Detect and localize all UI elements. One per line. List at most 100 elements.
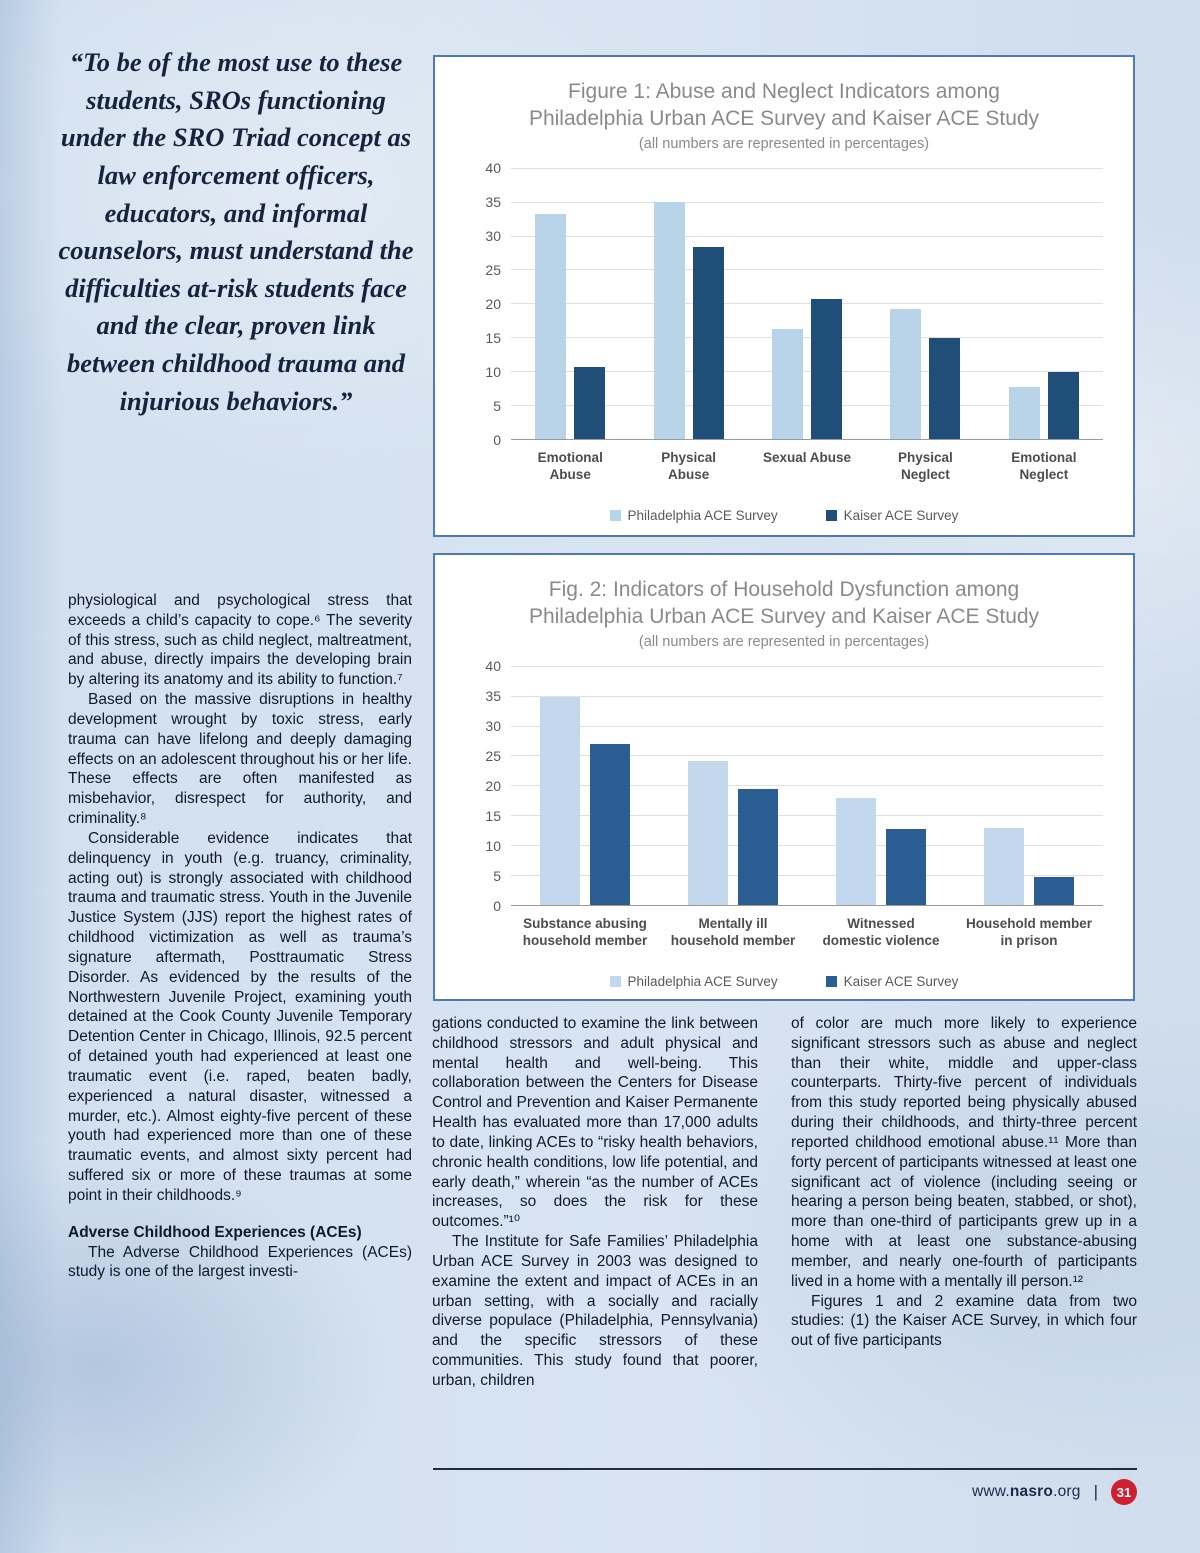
legend-label: Kaiser ACE Survey [843,973,959,989]
bar [1034,876,1074,905]
category-label: Substance abusing household member [522,915,648,949]
y-tick-label: 40 [485,657,501,674]
bar [1008,386,1040,439]
bar [810,298,842,439]
bar [890,309,922,439]
gridline [511,337,1103,339]
legend-label: Kaiser ACE Survey [843,507,959,523]
paragraph: physiological and psychological stress t… [68,592,412,689]
legend-item: Philadelphia ACE Survey [609,974,778,989]
paragraph: The Adverse Childhood Experiences (ACEs)… [68,1243,412,1281]
gridline [511,785,1103,787]
gridline [511,404,1103,406]
gridline [511,815,1103,817]
legend-label: Philadelphia ACE Survey [627,507,778,523]
gridline [511,845,1103,846]
y-tick-label: 25 [485,261,501,278]
footer-separator: | [1093,1482,1098,1501]
bar [590,744,630,905]
page-number-badge: 31 [1111,1479,1137,1505]
gridline [511,235,1103,237]
figure-1-chart: Figure 1: Abuse and Neglect Indicators a… [433,55,1135,537]
y-tick-label: 20 [485,777,501,794]
gridline [511,303,1103,305]
gridline [511,665,1103,667]
figure-2-plot-area [511,665,1103,906]
figure-1-legend: Philadelphia ACE Survey Kaiser ACE Survey [465,508,1103,523]
bar-group [540,666,630,905]
legend-item: Philadelphia ACE Survey [609,507,778,523]
legend-swatch [825,975,837,987]
bar-group [771,168,842,439]
bar [653,201,685,439]
legend-swatch [825,509,837,521]
y-tick-label: 20 [485,295,501,312]
bar [929,338,961,439]
figure-1-subtitle: (all numbers are represented in percenta… [638,135,930,152]
category-label: Physical Neglect [898,449,953,483]
bars-row [511,168,1103,439]
gridline [511,371,1103,372]
bar-group [535,168,606,439]
bar [836,797,876,905]
bar [535,213,567,439]
bar-group [653,168,724,439]
footer-website-link[interactable]: www.nasro.org [972,1483,1081,1501]
bar [984,827,1024,905]
y-tick-label: 35 [485,193,501,210]
gridline [511,695,1103,697]
gridline [511,269,1103,271]
middle-column: gations conducted to examine the link be… [432,1014,758,1391]
figure-1-title-line1: Figure 1: Abuse and Neglect Indicators a… [568,80,1000,103]
bar-group [890,168,961,439]
y-tick-label: 0 [493,897,501,914]
y-tick-label: 25 [485,747,501,764]
figure-2-legend: Philadelphia ACE Survey Kaiser ACE Survey [465,974,1103,989]
figure-2-x-axis-labels: Substance abusing household member Mental… [511,915,1103,950]
legend-swatch [609,975,621,987]
y-tick-label: 40 [485,159,501,176]
footer-url-name: nasro [1009,1483,1054,1500]
figure-1-title-line2: Philadelphia Urban ACE Survey and Kaiser… [528,106,1040,130]
category-label: Witnessed domestic violence [822,915,940,949]
footer-url-www: www. [972,1483,1010,1500]
y-tick-label: 35 [485,687,501,704]
left-column: physiological and psychological stress t… [68,591,412,1282]
y-tick-label: 10 [485,363,501,380]
figure-1-y-axis: 0 5 10 15 20 25 30 35 40 [465,160,511,448]
figure-2-title: Fig. 2: Indicators of Household Dysfunct… [465,577,1103,631]
y-tick-label: 15 [485,329,501,346]
paragraph: Based on the massive disruptions in heal… [68,691,412,828]
bar-group [688,666,778,905]
figure-1-title: Figure 1: Abuse and Neglect Indicators a… [465,79,1103,133]
gridline [511,201,1103,203]
right-column: of color are much more likely to experie… [791,1014,1137,1351]
bar [688,760,728,905]
bar [771,329,803,439]
paragraph: gations conducted to examine the link be… [432,1015,758,1231]
y-tick-label: 30 [485,227,501,244]
footer: www.nasro.org | 31 [433,1479,1137,1505]
paragraph: Considerable evidence indicates that del… [68,829,412,1204]
bars-row [511,666,1103,905]
gridline [511,725,1103,727]
y-tick-label: 15 [485,807,501,824]
bar-group [836,666,926,905]
figure-1-x-axis-labels: Emotional Abuse Physical Abuse Sexual Abus… [511,449,1103,484]
footer-divider-line [433,1468,1137,1470]
y-tick-label: 5 [493,397,501,414]
figure-1-plot-area [511,167,1103,440]
legend-item: Kaiser ACE Survey [825,973,959,989]
footer-url-tld: .org [1053,1483,1081,1500]
gridline [511,874,1103,876]
figure-2-subtitle: (all numbers are represented in percenta… [638,633,930,650]
category-label: Physical Abuse [661,449,716,483]
bar [738,788,778,905]
paragraph: of color are much more likely to experie… [791,1015,1137,1290]
y-tick-label: 5 [493,867,501,884]
legend-swatch [609,509,621,521]
y-tick-label: 0 [493,431,501,448]
y-tick-label: 10 [485,837,501,854]
figure-2-chart: Fig. 2: Indicators of Household Dysfunct… [433,553,1135,1001]
